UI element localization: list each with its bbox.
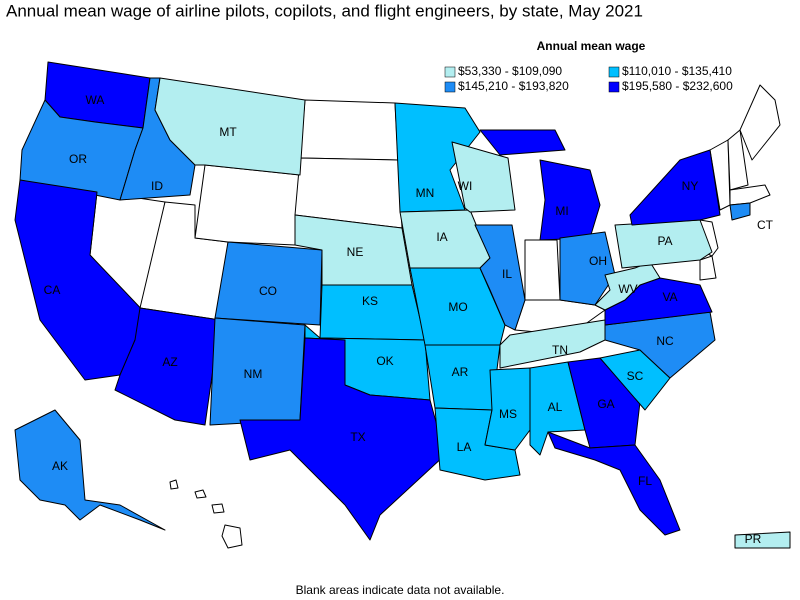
state-blank [727,129,749,191]
state-label: OH [589,254,607,268]
state-blank [739,84,781,161]
state [239,337,446,541]
state [729,202,751,221]
state-label: IA [436,230,447,244]
blank-states [89,84,781,549]
legend-label: $195,580 - $232,600 [622,79,733,93]
footnote: Blank areas indicate data not available. [296,583,505,597]
state-label: AK [52,459,68,473]
legend-swatch [608,81,620,93]
state-label: WA [86,93,105,107]
state-label: AL [548,400,563,414]
state-label: NE [347,245,364,259]
legend-label: $110,010 - $135,410 [622,64,732,78]
state [451,141,516,213]
state-label: MS [499,407,517,421]
state-label: TN [552,343,568,357]
state [474,224,526,331]
state [547,431,681,536]
state-label: AZ [162,355,177,369]
state-blank [299,99,399,161]
state-label: AR [452,365,469,379]
state-label: TX [350,430,365,444]
state-label: NY [682,179,699,193]
state-label: NM [244,367,263,381]
state [559,231,616,306]
state-label: SC [627,369,644,383]
state-label: PR [745,532,762,546]
legend-swatch [608,66,620,78]
legend-label: $145,210 - $193,820 [458,79,569,93]
state-blank [169,479,179,490]
legend-swatch [444,66,456,78]
state [629,149,721,226]
state-label: FL [638,474,652,488]
state-label: MI [555,204,568,218]
state-label: KS [362,294,378,308]
state-label: GA [597,397,614,411]
state-label: ID [151,179,163,193]
state-label: CT [757,218,774,232]
state-label: MT [219,125,237,139]
legend-title: Annual mean wage [537,39,646,53]
state-label: WV [618,282,637,296]
map-title: Annual mean wage of airline pilots, copi… [6,1,643,20]
state-label: WI [458,179,473,193]
state [734,531,791,549]
state-label: OK [376,354,393,368]
legend-label: $53,330 - $109,090 [458,64,562,78]
state-label: CA [44,283,61,297]
state-blank [699,255,717,281]
state [154,77,306,176]
state-label: MO [448,300,467,314]
state [539,159,601,241]
state-label: VA [662,290,677,304]
state [479,129,566,156]
state-blank [729,184,771,206]
state-blank [194,164,301,246]
state-label: LA [457,440,472,454]
state-blank [221,524,243,549]
states: WA OR CA ID MT AZ CO NM NE KS OK TX MN IA MO AR LA WI IL MI… [14,61,791,549]
legend: $53,330 - $109,090 $110,010 - $135,410 $14… [444,64,733,93]
state-blank [194,489,207,499]
state [14,409,166,531]
state-label: IL [502,267,512,281]
state-label: MN [416,186,435,200]
state-label: NC [656,334,674,348]
state [409,267,506,346]
state-label: PA [657,234,672,248]
state-label: CO [259,284,277,298]
state-blank [211,503,225,514]
state-label: OR [69,152,87,166]
legend-swatch [444,81,456,93]
